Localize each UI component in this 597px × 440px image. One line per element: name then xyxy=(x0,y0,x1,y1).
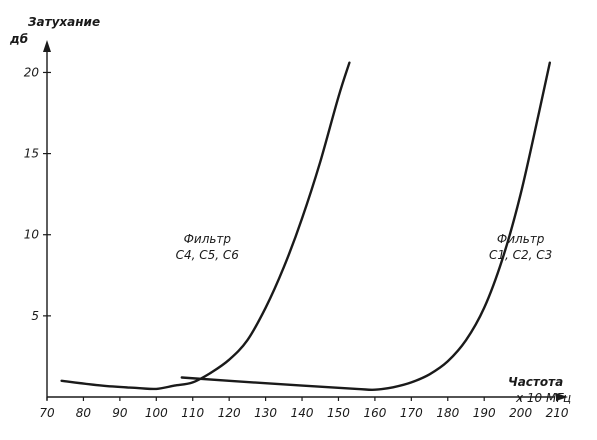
x-tick-label: 140 xyxy=(291,406,314,420)
axes xyxy=(43,40,568,401)
x-tick-label: 80 xyxy=(76,406,92,420)
x-tick-label: 210 xyxy=(546,406,569,420)
x-ticks: 70 80 90 100 110 120 130 140 150 160 170 180 190 200 2… xyxy=(39,397,569,420)
y-tick-label: 5 xyxy=(31,309,39,323)
y-axis-arrow xyxy=(43,40,51,52)
series-annotation-2: Фильтр C1, C2, C3 xyxy=(489,232,552,262)
y-ticks: 5 10 15 20 xyxy=(24,65,51,323)
x-tick-label: 110 xyxy=(181,406,204,420)
y-axis-unit: дб xyxy=(9,32,28,46)
y-tick-label: 15 xyxy=(24,147,39,161)
x-axis-arrow xyxy=(556,393,568,401)
x-tick-label: 200 xyxy=(509,406,532,420)
x-tick-label: 150 xyxy=(327,406,350,420)
x-tick-label: 120 xyxy=(218,406,241,420)
x-tick-label: 70 xyxy=(39,406,55,420)
y-axis-title: Затухание xyxy=(28,15,100,29)
annotations: Фильтр C4, C5, C6 Фильтр C1, C2, C3 xyxy=(176,232,553,262)
series-line-1 xyxy=(60,61,351,391)
x-tick-label: 170 xyxy=(400,406,423,420)
x-axis-unit: х 10 МГц xyxy=(515,391,571,405)
y-tick-label: 10 xyxy=(24,228,40,242)
x-tick-label: 100 xyxy=(145,406,168,420)
x-tick-label: 130 xyxy=(254,406,277,420)
y-tick-label: 20 xyxy=(24,65,40,79)
x-tick-label: 190 xyxy=(473,406,496,420)
x-tick-label: 90 xyxy=(112,406,128,420)
series-group xyxy=(60,61,551,391)
series-line-2 xyxy=(180,61,551,391)
x-axis-title: Частота xyxy=(508,375,563,389)
x-tick-label: 180 xyxy=(436,406,459,420)
series-annotation-1: Фильтр C4, C5, C6 xyxy=(176,232,240,262)
x-tick-label: 160 xyxy=(363,406,386,420)
